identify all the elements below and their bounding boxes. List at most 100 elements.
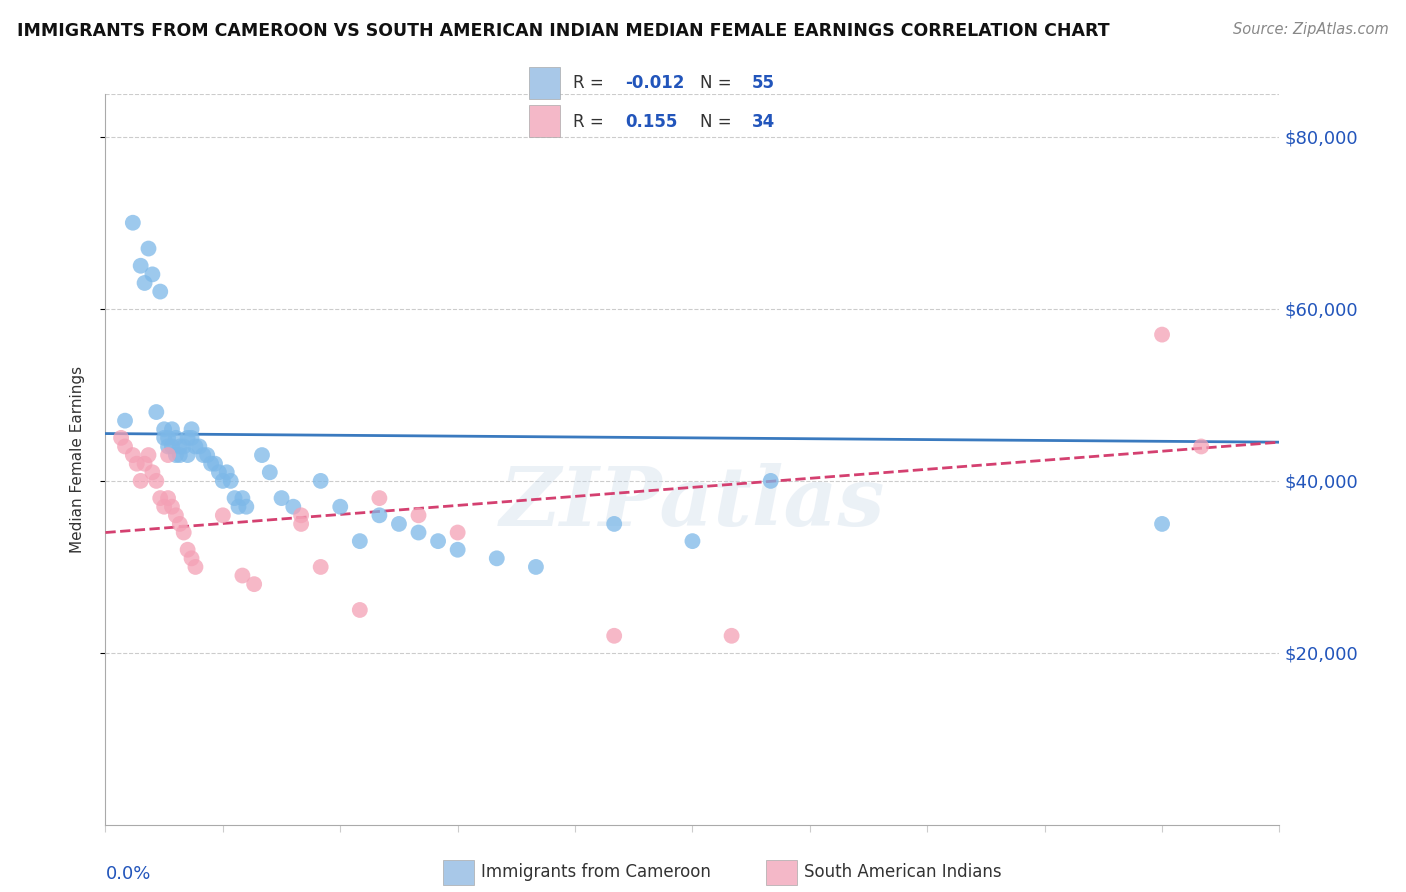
- Point: [408, 508, 430, 523]
- Point: [195, 448, 218, 462]
- Text: N =: N =: [700, 74, 731, 92]
- Point: [180, 551, 202, 566]
- Text: 55: 55: [752, 74, 775, 92]
- Text: R =: R =: [572, 112, 603, 131]
- Point: [153, 422, 176, 436]
- Point: [1189, 440, 1212, 454]
- Point: [211, 508, 233, 523]
- Bar: [530, 105, 561, 137]
- Point: [180, 431, 202, 445]
- Point: [211, 474, 233, 488]
- Point: [184, 440, 207, 454]
- Point: [349, 534, 371, 549]
- Text: 34: 34: [752, 112, 776, 131]
- Point: [231, 568, 253, 582]
- Point: [149, 491, 172, 505]
- Point: [228, 500, 250, 514]
- Point: [141, 268, 163, 282]
- Point: [447, 542, 470, 557]
- Point: [134, 276, 156, 290]
- Point: [153, 500, 176, 514]
- Point: [145, 474, 167, 488]
- Text: N =: N =: [700, 112, 731, 131]
- Point: [180, 422, 202, 436]
- Text: Source: ZipAtlas.com: Source: ZipAtlas.com: [1233, 22, 1389, 37]
- Point: [145, 405, 167, 419]
- Point: [176, 542, 198, 557]
- Text: ZIPatlas: ZIPatlas: [499, 463, 886, 543]
- Point: [184, 560, 207, 574]
- Point: [368, 491, 391, 505]
- Point: [349, 603, 371, 617]
- Point: [231, 491, 253, 505]
- Point: [165, 448, 187, 462]
- Point: [290, 508, 312, 523]
- Point: [283, 500, 305, 514]
- Point: [1152, 516, 1174, 531]
- Point: [447, 525, 470, 540]
- Point: [250, 448, 273, 462]
- Point: [259, 465, 281, 479]
- Text: 0.155: 0.155: [626, 112, 678, 131]
- Point: [290, 516, 312, 531]
- Point: [219, 474, 242, 488]
- Point: [235, 500, 257, 514]
- Point: [169, 448, 191, 462]
- Point: [121, 216, 143, 230]
- Point: [215, 465, 238, 479]
- Point: [208, 465, 231, 479]
- Point: [160, 422, 183, 436]
- Point: [368, 508, 391, 523]
- Text: South American Indians: South American Indians: [804, 863, 1002, 881]
- Point: [114, 440, 136, 454]
- Point: [141, 465, 163, 479]
- Y-axis label: Median Female Earnings: Median Female Earnings: [70, 366, 84, 553]
- Point: [329, 500, 352, 514]
- Point: [485, 551, 508, 566]
- Point: [165, 508, 187, 523]
- Point: [138, 242, 160, 256]
- Point: [193, 448, 215, 462]
- Point: [720, 629, 742, 643]
- Point: [176, 431, 198, 445]
- Point: [160, 500, 183, 514]
- Point: [153, 431, 176, 445]
- Point: [165, 431, 187, 445]
- Point: [270, 491, 292, 505]
- Point: [157, 491, 180, 505]
- Point: [309, 560, 332, 574]
- Point: [603, 629, 626, 643]
- Point: [138, 448, 160, 462]
- Point: [243, 577, 266, 591]
- Point: [224, 491, 246, 505]
- Point: [160, 440, 183, 454]
- Point: [388, 516, 411, 531]
- Text: Immigrants from Cameroon: Immigrants from Cameroon: [481, 863, 710, 881]
- Point: [173, 440, 195, 454]
- Point: [157, 440, 180, 454]
- Point: [309, 474, 332, 488]
- Text: R =: R =: [572, 74, 603, 92]
- Text: IMMIGRANTS FROM CAMEROON VS SOUTH AMERICAN INDIAN MEDIAN FEMALE EARNINGS CORRELA: IMMIGRANTS FROM CAMEROON VS SOUTH AMERIC…: [17, 22, 1109, 40]
- Point: [1152, 327, 1174, 342]
- Text: -0.012: -0.012: [626, 74, 685, 92]
- Point: [524, 560, 547, 574]
- Point: [408, 525, 430, 540]
- Point: [169, 440, 191, 454]
- Bar: [530, 67, 561, 99]
- Point: [759, 474, 782, 488]
- Point: [603, 516, 626, 531]
- Point: [114, 414, 136, 428]
- Point: [157, 431, 180, 445]
- Point: [169, 516, 191, 531]
- Point: [110, 431, 132, 445]
- Point: [149, 285, 172, 299]
- Point: [200, 457, 222, 471]
- Point: [129, 474, 152, 488]
- Point: [157, 448, 180, 462]
- Point: [176, 448, 198, 462]
- Point: [173, 525, 195, 540]
- Point: [129, 259, 152, 273]
- Point: [204, 457, 226, 471]
- Point: [121, 448, 143, 462]
